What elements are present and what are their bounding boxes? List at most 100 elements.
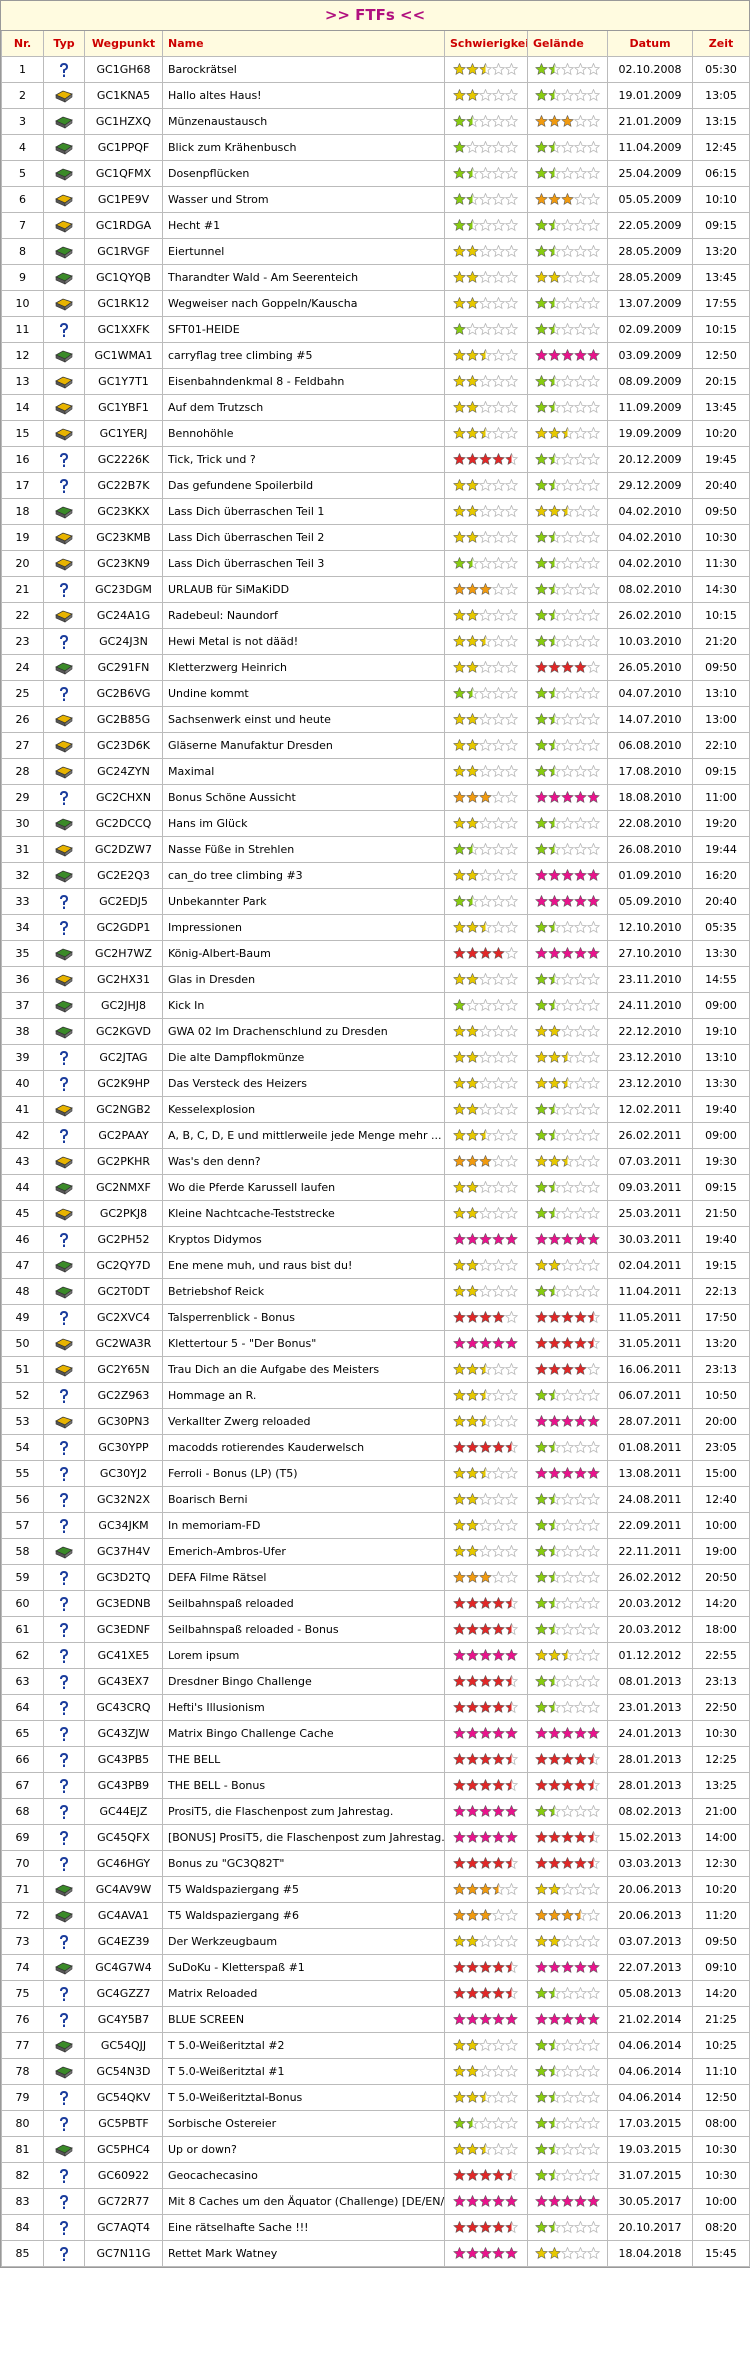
difficulty-cell: [444, 2240, 528, 2267]
time-cell: 10:20: [692, 1876, 750, 1903]
rating-stars: [453, 1155, 519, 1168]
star-fill-clip: [453, 531, 466, 543]
star-empty: [560, 1805, 574, 1818]
name-cell: Gläserne Manufaktur Dresden: [162, 732, 445, 759]
time-cell: 13:15: [692, 108, 750, 135]
star-empty: [504, 193, 519, 206]
star: [465, 1233, 480, 1246]
star-fill-clip: [453, 1285, 466, 1297]
star-empty: [586, 1649, 600, 1662]
star: [560, 1155, 574, 1168]
ftf-row: 48 GC2T0DT Betriebshof Reick 11.04.2011 22:1…: [1, 1278, 750, 1305]
nr-cell: 73: [1, 1928, 44, 1955]
mystery-icon: [60, 1518, 68, 1529]
star: [504, 765, 519, 778]
waypoint-cell: GC2PKJ8: [84, 1200, 163, 1227]
star-fill: [466, 765, 479, 777]
star-empty: [573, 63, 587, 76]
star: [504, 895, 519, 908]
star-fill: [547, 193, 561, 205]
star: [465, 2169, 480, 2182]
cache-type-icon: [55, 246, 73, 259]
ftf-row: 63 GC43EX7 Dresdner Bingo Challenge 08.01.2…: [1, 1668, 750, 1695]
difficulty-cell: [444, 732, 528, 759]
difficulty-cell: [444, 2006, 528, 2033]
star-fill-clip: [534, 1415, 548, 1427]
star-fill-clip: [479, 1987, 492, 1999]
waypoint-cell: GC7AQT4: [84, 2214, 163, 2241]
type-cell: [43, 1642, 85, 1669]
time-cell: 10:00: [692, 1512, 750, 1539]
name-cell: Lorem ipsum: [162, 1642, 445, 1669]
star: [560, 583, 574, 596]
star-fill-clip: [479, 791, 492, 803]
star: [560, 453, 574, 466]
rating-stars: [534, 453, 600, 466]
star: [573, 1857, 587, 1870]
ftf-row: 53 GC30PN3 Verkallter Zwerg reloaded 28.07.…: [1, 1408, 750, 1435]
star-fill-clip: [466, 791, 479, 803]
star-fill-clip: [453, 1259, 466, 1271]
mystery-dot: [63, 1608, 65, 1611]
star: [465, 1701, 480, 1714]
star-empty: [504, 167, 519, 180]
star: [534, 947, 548, 960]
star: [465, 1675, 480, 1688]
star: [504, 1961, 519, 1974]
star: [453, 401, 467, 414]
time-cell: 13:45: [692, 394, 750, 421]
star: [586, 1649, 600, 1662]
box-icon-front: [64, 1158, 73, 1169]
star: [586, 1597, 600, 1610]
time-cell: 13:10: [692, 680, 750, 707]
star: [534, 817, 548, 830]
star: [586, 583, 600, 596]
star-empty: [560, 1545, 574, 1558]
waypoint-cell: GC2EDJ5: [84, 888, 163, 915]
star: [491, 1311, 506, 1324]
rating-stars: [534, 1649, 600, 1662]
star-fill-clip: [479, 2013, 492, 2025]
star-fill: [560, 1779, 574, 1791]
star-fill-clip: [453, 1467, 466, 1479]
star: [573, 427, 587, 440]
ftf-row: 52 GC2Z963 Hommage an R. 06.07.2011 10:50: [1, 1382, 750, 1409]
star: [491, 89, 506, 102]
star-fill: [492, 1987, 505, 1999]
cache-type-icon: [55, 1416, 73, 1429]
star: [453, 1649, 467, 1662]
star: [586, 1337, 600, 1350]
ftf-row: 5 GC1QFMX Dosenpflücken 25.04.2009 06:15: [1, 160, 750, 187]
star-fill: [547, 817, 554, 829]
star-empty: [478, 1051, 493, 1064]
cache-type-icon: [60, 1128, 68, 1143]
rating-stars: [453, 1259, 519, 1272]
star-empty: [573, 193, 587, 206]
star: [465, 1987, 480, 2000]
star-empty: [586, 89, 600, 102]
star: [504, 1467, 519, 1480]
mystery-dot: [63, 1946, 65, 1949]
star-empty: [560, 1519, 574, 1532]
star-empty: [586, 999, 600, 1012]
star-fill-clip: [547, 1987, 554, 1999]
star-fill: [466, 843, 473, 855]
star: [465, 999, 480, 1012]
star: [573, 2065, 587, 2078]
star-fill-clip: [547, 1805, 554, 1817]
star: [491, 1753, 506, 1766]
star-fill-clip: [586, 349, 600, 361]
star-fill: [479, 1701, 492, 1713]
star-empty: [504, 843, 519, 856]
star-fill: [534, 1363, 548, 1375]
rating-stars: [534, 401, 600, 414]
star-fill: [560, 1467, 574, 1479]
star-fill-clip: [573, 1415, 587, 1427]
star-fill: [534, 401, 548, 413]
star-fill: [466, 1649, 479, 1661]
star: [534, 1181, 548, 1194]
type-cell: [43, 2188, 85, 2215]
star-fill-clip: [479, 1961, 492, 1973]
star-empty: [560, 1571, 574, 1584]
star: [453, 1025, 467, 1038]
